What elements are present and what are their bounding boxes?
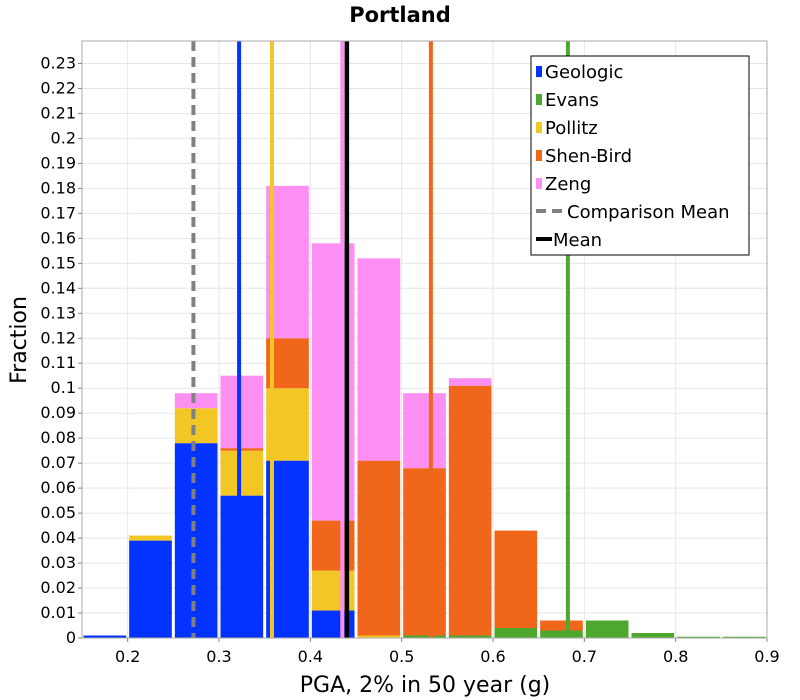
bar-pollitz — [174, 408, 218, 444]
bar-shen-bird — [357, 460, 401, 636]
legend-label-mean: Mean — [553, 230, 602, 251]
bar-shen-bird — [403, 468, 446, 636]
x-tick-label: 0.9 — [754, 647, 779, 666]
bar-shen-bird — [448, 385, 492, 636]
legend-label-zeng: Zeng — [545, 174, 591, 195]
y-tick-label: 0.18 — [40, 178, 76, 197]
x-axis-title: PGA, 2% in 50 year (g) — [300, 673, 551, 698]
bar-evans — [585, 620, 629, 638]
y-axis-title: Fraction — [7, 296, 32, 384]
y-tick-label: 0.06 — [40, 478, 76, 497]
y-tick-label: 0.13 — [40, 303, 76, 322]
y-tick-label: 0.02 — [40, 578, 76, 597]
bar-geologic — [220, 495, 264, 638]
y-tick-label: 0.07 — [40, 453, 76, 472]
bar-evans — [448, 635, 492, 638]
bar-geologic — [83, 635, 127, 638]
plot-area-border — [81, 40, 768, 639]
bar-evans — [403, 635, 446, 638]
y-tick-label: 0.01 — [40, 603, 76, 622]
y-tick-label: 0.04 — [40, 528, 76, 547]
y-tick-label: 0 — [66, 628, 76, 647]
bar-zeng — [220, 375, 264, 449]
x-axis-ticks: 0.2 0.3 0.4 0.5 0.6 0.7 0.8 0.9 — [115, 638, 780, 666]
x-tick-label: 0.2 — [115, 647, 140, 666]
x-tick-label: 0.3 — [206, 647, 231, 666]
legend-swatch-shen-bird — [536, 150, 542, 161]
legend-label-evans: Evans — [545, 90, 599, 111]
bar-evans — [494, 628, 538, 638]
x-tick-label: 0.5 — [389, 647, 414, 666]
legend-swatch-pollitz — [536, 122, 542, 133]
y-axis-ticks: 0 0.01 0.02 0.03 0.04 0.05 0.06 0.07 0.08 0.09 0.1… — [40, 53, 82, 647]
bar-shen-bird — [220, 448, 264, 451]
y-tick-label: 0.15 — [40, 253, 76, 272]
y-tick-label: 0.17 — [40, 203, 76, 222]
legend-swatch-zeng — [536, 178, 542, 189]
bar-evans — [677, 636, 720, 638]
bar-pollitz — [129, 535, 172, 541]
y-tick-label: 0.14 — [40, 278, 76, 297]
bar-geologic — [174, 443, 218, 638]
y-tick-label: 0.23 — [40, 53, 76, 72]
bar-evans — [722, 636, 766, 638]
y-tick-label: 0.03 — [40, 553, 76, 572]
bar-evans — [540, 630, 583, 638]
y-tick-label: 0.1 — [51, 378, 76, 397]
bar-evans — [631, 633, 675, 638]
x-tick-label: 0.8 — [663, 647, 688, 666]
bar-zeng — [448, 378, 492, 386]
legend-label-comparison-mean: Comparison Mean — [567, 202, 730, 223]
legend-box — [530, 55, 750, 256]
legend-swatch-evans — [536, 94, 542, 105]
y-tick-label: 0.08 — [40, 428, 76, 447]
x-tick-label: 0.6 — [480, 647, 505, 666]
bar-zeng — [403, 393, 446, 469]
y-tick-label: 0.12 — [40, 328, 76, 347]
y-tick-label: 0.22 — [40, 78, 76, 97]
y-tick-label: 0.09 — [40, 403, 76, 422]
bars — [83, 185, 766, 638]
bar-zeng — [357, 258, 401, 461]
y-tick-label: 0.11 — [40, 353, 76, 372]
chart-title: Portland — [349, 3, 451, 27]
bar-geologic — [129, 540, 172, 638]
y-tick-label: 0.19 — [40, 153, 76, 172]
bar-shen-bird — [494, 530, 538, 629]
bar-pollitz — [357, 635, 401, 638]
y-tick-label: 0.05 — [40, 503, 76, 522]
bar-shen-bird — [540, 620, 583, 631]
legend-label-geologic: Geologic — [545, 62, 623, 83]
y-tick-label: 0.16 — [40, 228, 76, 247]
x-tick-label: 0.4 — [298, 647, 323, 666]
x-tick-label: 0.7 — [572, 647, 597, 666]
mean-lines — [191, 41, 570, 638]
bar-zeng — [174, 393, 218, 409]
legend-label-pollitz: Pollitz — [545, 118, 598, 139]
legend-label-shen-bird: Shen-Bird — [545, 146, 632, 167]
y-tick-label: 0.2 — [51, 128, 76, 147]
legend-swatch-geologic — [536, 66, 542, 77]
y-tick-label: 0.21 — [40, 103, 76, 122]
legend: Geologic Evans Pollitz Shen-Bird Zeng Compari… — [530, 55, 750, 256]
bar-pollitz — [220, 450, 264, 496]
